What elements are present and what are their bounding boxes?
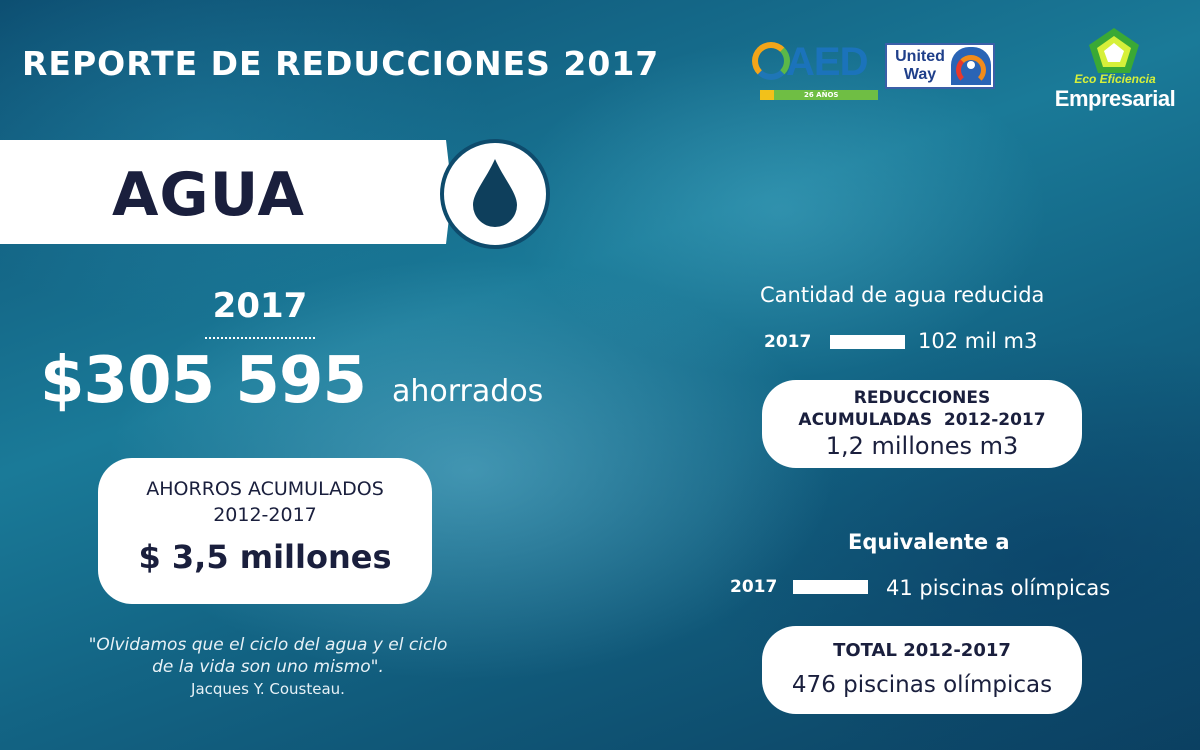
accumulated-savings-title-line1: AHORROS ACUMULADOS bbox=[146, 478, 384, 500]
dotted-divider bbox=[205, 337, 315, 339]
page-title: REPORTE DE REDUCCIONES 2017 bbox=[22, 44, 660, 83]
aed-logo-years: 26 AÑOS bbox=[804, 91, 839, 99]
quote-text: "Olvidamos que el ciclo del agua y el ci… bbox=[58, 634, 478, 678]
accumulated-savings-card: AHORROS ACUMULADOS 2012-2017 $ 3,5 millo… bbox=[98, 458, 432, 604]
section-label: AGUA bbox=[112, 160, 305, 230]
quote-line2: de la vida son uno mismo". bbox=[152, 657, 384, 677]
aed-logo-text: AED bbox=[786, 40, 868, 84]
accumulated-savings-title: AHORROS ACUMULADOS 2012-2017 bbox=[98, 476, 432, 528]
total-pools-title: TOTAL 2012-2017 bbox=[833, 640, 1011, 661]
united-way-logo-text: United Way bbox=[895, 48, 945, 83]
total-pools-card: TOTAL 2012-2017 476 piscinas olímpicas bbox=[762, 626, 1082, 714]
total-pools-value: 476 piscinas olímpicas bbox=[791, 672, 1053, 698]
savings-word: ahorrados bbox=[392, 374, 544, 409]
rainbow-icon bbox=[956, 55, 986, 85]
savings-year: 2017 bbox=[212, 286, 308, 326]
pools-bar bbox=[793, 580, 868, 594]
eco-eficiencia-logo: Eco Eficiencia Empresarial bbox=[1050, 26, 1180, 116]
water-reduced-year: 2017 bbox=[764, 332, 812, 352]
united-way-emblem-icon bbox=[951, 47, 991, 85]
water-reduced-value: 102 mil m3 bbox=[918, 329, 1038, 353]
eco-logo-line2: Empresarial bbox=[1054, 86, 1176, 111]
water-reduced-heading: Cantidad de agua reducida bbox=[760, 283, 1045, 307]
accumulated-reductions-title-line2: ACUMULADAS 2012-2017 bbox=[798, 410, 1046, 430]
pools-value: 41 piscinas olímpicas bbox=[886, 576, 1111, 600]
accumulated-reductions-card: REDUCCIONES ACUMULADAS 2012-2017 1,2 mil… bbox=[762, 380, 1082, 468]
united-way-logo: United Way bbox=[885, 43, 995, 89]
agua-banner: AGUA bbox=[0, 140, 452, 244]
pentagon-leaf-icon bbox=[1089, 28, 1139, 73]
aed-logo-bar-accent bbox=[760, 90, 774, 100]
accumulated-savings-amount: $ 3,5 millones bbox=[138, 538, 392, 576]
pools-year: 2017 bbox=[730, 577, 778, 597]
accumulated-reductions-value: 1,2 millones m3 bbox=[825, 432, 1019, 460]
water-drop-badge bbox=[440, 139, 550, 249]
equivalent-heading: Equivalente a bbox=[848, 530, 1010, 554]
person-icon bbox=[967, 61, 975, 69]
aed-logo: AED 26 AÑOS bbox=[752, 40, 878, 102]
eco-logo-line1: Eco Eficiencia bbox=[1074, 72, 1156, 86]
accumulated-reductions-title-line1: REDUCCIONES bbox=[853, 388, 991, 408]
water-reduced-bar bbox=[830, 335, 905, 349]
savings-amount: $305 595 bbox=[40, 344, 367, 418]
quote-author: Jacques Y. Cousteau. bbox=[191, 680, 345, 698]
aed-ring-icon bbox=[752, 42, 790, 80]
water-drop-icon bbox=[473, 159, 517, 227]
quote-line1: "Olvidamos que el ciclo del agua y el ci… bbox=[88, 635, 448, 655]
accumulated-savings-title-line2: 2012-2017 bbox=[213, 504, 317, 526]
aed-logo-bar bbox=[760, 90, 878, 100]
